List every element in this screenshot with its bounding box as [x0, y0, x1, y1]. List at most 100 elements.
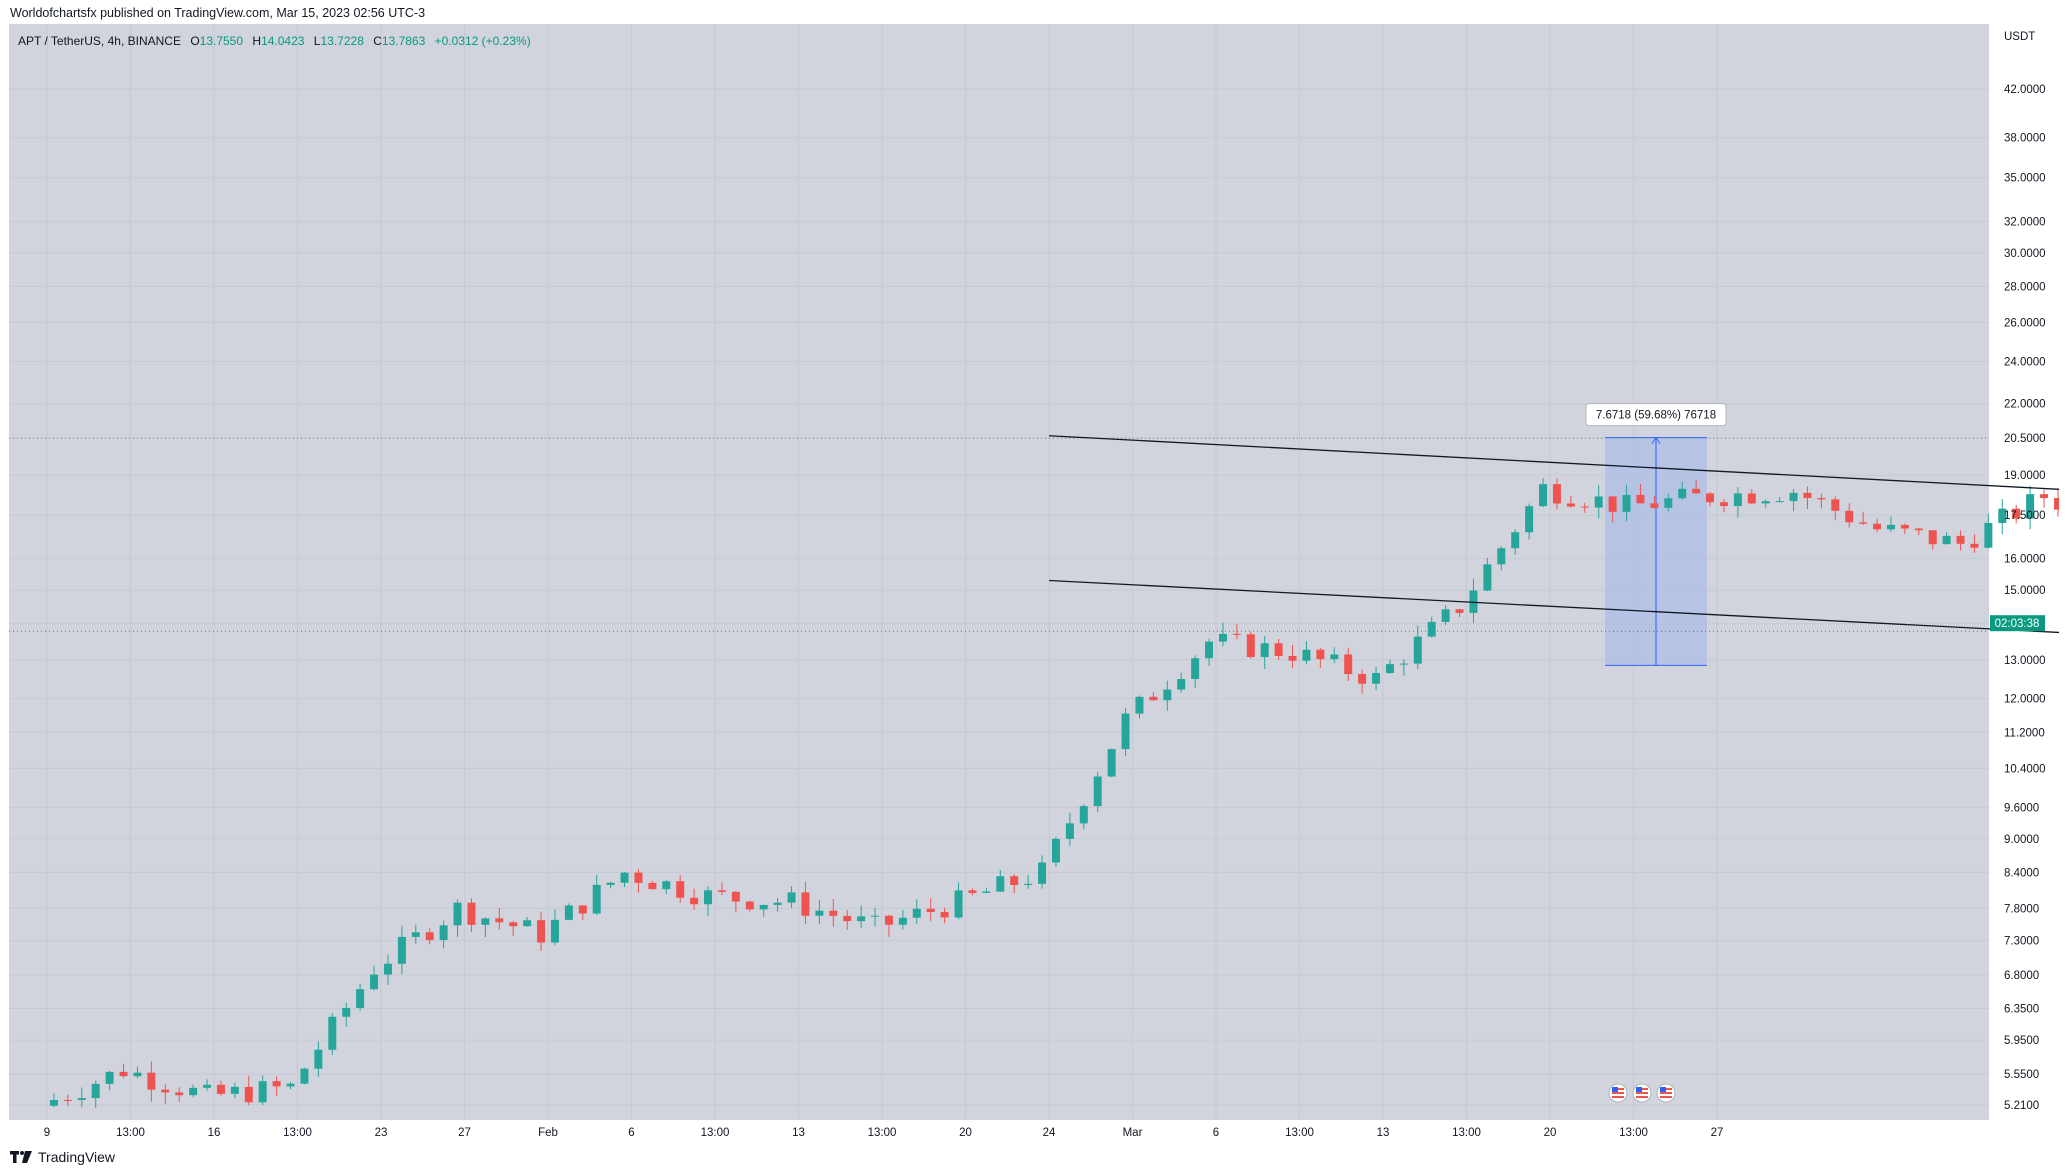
candle-up — [982, 891, 991, 893]
candle-up — [1511, 532, 1520, 549]
channel-lower-line[interactable] — [1048, 579, 2059, 818]
candle-down — [1706, 493, 1715, 503]
candle-down — [940, 912, 949, 918]
measure-arrow-icon — [1651, 436, 1661, 444]
price-axis-background[interactable] — [1989, 24, 2059, 1120]
candle-up — [1733, 493, 1742, 507]
candle-up — [1427, 621, 1436, 637]
candle-up — [1330, 654, 1339, 660]
candle-down — [63, 1099, 72, 1101]
price-tick-label: 28.0000 — [2004, 281, 2046, 293]
candle-up — [1079, 806, 1088, 824]
price-tick-label: 12.0000 — [2004, 694, 2046, 706]
candle-down — [1831, 499, 1840, 511]
candle-up — [592, 884, 601, 914]
candle-up — [1539, 484, 1548, 507]
candle-up — [1135, 696, 1144, 714]
candle-up — [1998, 508, 2007, 523]
time-tick-label: Mar — [1123, 1127, 1143, 1139]
candle-up — [1260, 643, 1269, 658]
candle-up — [453, 902, 462, 926]
candle-up — [898, 917, 907, 925]
countdown-label: 02:03:38 — [1995, 618, 2040, 630]
candle-down — [147, 1072, 156, 1090]
candle-up — [759, 904, 768, 910]
candle-up — [1441, 609, 1450, 622]
candle-down — [1747, 493, 1756, 504]
price-tick-label: 5.9500 — [2004, 1035, 2039, 1047]
candle-up — [370, 974, 379, 990]
candle-up — [1886, 524, 1895, 530]
candle-up — [1942, 535, 1951, 545]
candle-down — [648, 882, 657, 890]
candle-up — [77, 1098, 86, 1101]
candle-down — [1566, 503, 1575, 507]
candle-down — [829, 910, 838, 916]
price-tick-label: 6.3500 — [2004, 1004, 2039, 1016]
chart-area[interactable]: 7.6718 (59.68%) 76718 42.0000 38.0000 35.0… — [9, 24, 2059, 1144]
candle-up — [954, 890, 963, 918]
time-tick-label: 13:00 — [701, 1127, 730, 1139]
candle-down — [1316, 649, 1325, 660]
time-axis-background[interactable] — [9, 1120, 2059, 1144]
candle-up — [300, 1068, 309, 1084]
price-tick-label: 5.5500 — [2004, 1069, 2039, 1081]
us-flag-event-icon[interactable] — [1656, 1083, 1676, 1103]
time-tick-label: 27 — [1711, 1127, 1724, 1139]
candle-down — [1344, 654, 1353, 675]
us-flag-event-icon[interactable] — [1608, 1083, 1628, 1103]
axes: 42.0000 38.0000 35.0000 32.0000 30.0000 28.00… — [9, 31, 2046, 1139]
time-tick-label: 9 — [44, 1127, 50, 1139]
measure-label-text: 7.6718 (59.68%) 76718 — [1596, 410, 1716, 422]
price-tick-label: 9.6000 — [2004, 802, 2039, 814]
channel-upper-line[interactable] — [1048, 435, 2059, 682]
candle-up — [230, 1086, 239, 1094]
candle-up — [1497, 548, 1506, 565]
low-key: L — [313, 34, 321, 48]
candle-down — [1552, 484, 1561, 504]
price-tick-label: 30.0000 — [2004, 248, 2046, 260]
candle-up — [620, 872, 629, 883]
measure-tool[interactable]: 7.6718 (59.68%) 76718 — [1585, 403, 1727, 666]
candle-up — [411, 932, 420, 937]
time-tick-label: 13:00 — [1452, 1127, 1481, 1139]
candle-up — [286, 1083, 295, 1087]
candle-up — [91, 1083, 100, 1099]
candle-down — [1914, 528, 1923, 531]
close-key: C — [373, 34, 382, 48]
candle-up — [133, 1072, 142, 1077]
price-tick-label: 22.0000 — [2004, 399, 2046, 411]
candle-up — [1205, 641, 1214, 659]
channel-trendlines[interactable] — [1048, 435, 2059, 819]
economic-events[interactable] — [1608, 1083, 1676, 1103]
candle-up — [439, 925, 448, 941]
price-tick-label: 7.3000 — [2004, 936, 2039, 948]
time-tick-label: 16 — [208, 1127, 221, 1139]
price-tick-label: 24.0000 — [2004, 356, 2046, 368]
candle-up — [1218, 633, 1227, 642]
high-value: 14.0423 — [261, 34, 305, 48]
us-flag-event-icon[interactable] — [1632, 1083, 1652, 1103]
candle-down — [1288, 656, 1297, 661]
candle-down — [2040, 494, 2049, 499]
candle-up — [1107, 749, 1116, 777]
header-bar: Worldofchartsfx published on TradingView… — [0, 0, 2069, 24]
price-tick-label: 11.2000 — [2004, 727, 2045, 739]
open-value: 13.7550 — [199, 34, 244, 48]
symbol-name[interactable]: APT / TetherUS, 4h, BINANCE — [18, 34, 181, 48]
time-tick-label: 24 — [1043, 1127, 1056, 1139]
candle-up — [1483, 564, 1492, 591]
price-tick-label: 19.0000 — [2004, 470, 2046, 482]
candle-down — [537, 920, 546, 943]
tradingview-brand[interactable]: TradingView — [10, 1149, 115, 1165]
candle-down — [1928, 530, 1937, 545]
price-tick-label: 6.8000 — [2004, 970, 2039, 982]
candle-down — [2012, 508, 2021, 519]
candle-down — [1636, 494, 1645, 504]
candle-up — [356, 989, 365, 1008]
current-price-tag[interactable] — [1990, 615, 2045, 632]
candle-up — [1761, 501, 1770, 504]
candle-up — [2026, 494, 2035, 519]
price-tick-label: 8.4000 — [2004, 867, 2039, 879]
candle-up — [1302, 649, 1311, 661]
